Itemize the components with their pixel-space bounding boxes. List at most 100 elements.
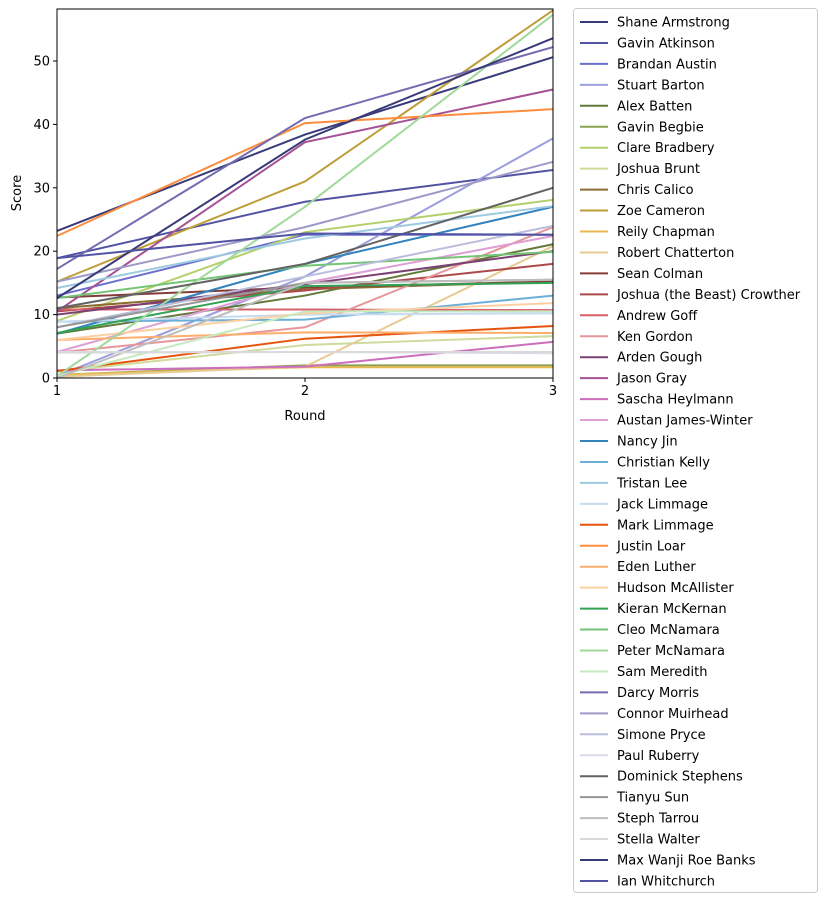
legend-item: Darcy Morris [580, 686, 699, 701]
series-line-18 [56, 340, 554, 372]
legend-item: Joshua Brunt [580, 162, 700, 177]
legend-item: Connor Muirhead [580, 707, 729, 722]
legend-label: Reily Chapman [617, 225, 715, 240]
legend-label: Zoe Cameron [617, 204, 705, 219]
legend-label: Joshua (the Beast) Crowther [616, 288, 801, 303]
series-line-38 [56, 278, 554, 379]
legend-label: Tristan Lee [616, 476, 687, 491]
legend-item: Ken Gordon [580, 330, 693, 345]
series-line-14 [57, 308, 554, 312]
legend-label: Jack Limmage [616, 497, 708, 512]
legend-label: Paul Ruberry [617, 749, 700, 764]
series-line-6 [56, 198, 554, 322]
series-line-28 [56, 281, 554, 334]
legend-label: Gavin Atkinson [617, 36, 715, 51]
legend-item: Dominick Stephens [580, 770, 743, 785]
legend-item: Hudson McAllister [580, 581, 734, 596]
legend-label: Justin Loar [616, 539, 686, 554]
legend-label: Clare Bradbery [617, 141, 715, 156]
series-line-40 [56, 37, 554, 299]
legend-item: Stuart Barton [580, 78, 705, 93]
y-tick-label: 0 [42, 372, 50, 387]
legend-label: Christian Kelly [617, 455, 710, 470]
y-tick-label: 10 [33, 308, 50, 323]
legend-item: Mark Limmage [580, 518, 714, 533]
series-line-39 [56, 351, 553, 354]
series-line-0 [56, 56, 554, 232]
legend-label: Brandan Austin [617, 57, 717, 72]
legend-label: Arden Gough [617, 351, 702, 366]
legend-item: Peter McNamara [580, 644, 725, 659]
series-line-17 [56, 88, 554, 313]
y-tick-label: 30 [33, 181, 50, 196]
legend-item: Chris Calico [580, 183, 694, 198]
legend-label: Austan James-Winter [617, 414, 753, 429]
legend-label: Sascha Heylmann [617, 393, 734, 408]
series-line-7 [56, 335, 554, 373]
legend-item: Austan James-Winter [580, 414, 753, 429]
x-tick-label: 1 [53, 384, 61, 399]
legend-item: Stella Walter [580, 833, 700, 848]
legend-label: Hudson McAllister [617, 581, 734, 596]
legend-label: Andrew Goff [617, 309, 698, 324]
legend-item: Brandan Austin [580, 57, 717, 72]
legend-item: Tristan Lee [580, 476, 687, 491]
legend-item: Simone Pryce [580, 728, 706, 743]
legend-item: Sam Meredith [580, 665, 708, 680]
series-line-25 [56, 108, 554, 237]
legend-label: Cleo McNamara [617, 623, 720, 638]
y-tick-label: 20 [33, 245, 50, 260]
legend-label: Joshua Brunt [616, 162, 700, 177]
series-line-26 [56, 331, 554, 341]
x-tick-label: 2 [301, 384, 309, 399]
series-line-29 [56, 250, 554, 300]
legend-item: Max Wanji Roe Banks [580, 854, 756, 869]
legend-item: Shane Armstrong [580, 16, 730, 31]
legend-item: Zoe Cameron [580, 204, 705, 219]
legend-label: Ken Gordon [617, 330, 693, 345]
legend-label: Chris Calico [617, 183, 694, 198]
series-line-9 [56, 9, 554, 283]
legend-label: Sean Colman [617, 267, 703, 282]
legend-item: Robert Chatterton [580, 246, 734, 261]
legend-item: Clare Bradbery [580, 141, 715, 156]
legend-label: Peter McNamara [617, 644, 725, 659]
series-line-22 [56, 205, 554, 289]
legend-item: Steph Tarrou [580, 812, 699, 827]
legend-item: Reily Chapman [580, 225, 715, 240]
legend-label: Tianyu Sun [616, 791, 689, 806]
legend: Shane Armstrong Gavin Atkinson Brandan Aus… [573, 8, 818, 893]
series-line-31 [56, 310, 553, 378]
legend-item: Sascha Heylmann [580, 393, 734, 408]
legend-label: Dominick Stephens [617, 770, 743, 785]
legend-label: Simone Pryce [617, 728, 706, 743]
legend-item: Paul Ruberry [580, 749, 700, 764]
series-line-15 [56, 226, 554, 354]
series-line-36 [56, 186, 554, 310]
legend-label: Kieran McKernan [617, 602, 727, 617]
legend-item: Gavin Begbie [580, 120, 704, 135]
legend-item: Justin Loar [580, 539, 686, 554]
series-line-34 [56, 224, 554, 329]
legend-item: Cleo McNamara [580, 623, 720, 638]
legend-item: Eden Luther [580, 560, 696, 575]
x-axis-label: Round [284, 409, 325, 424]
legend-label: Jason Gray [616, 372, 687, 387]
series-line-27 [56, 302, 554, 341]
legend-item: Alex Batten [580, 99, 692, 114]
legend-item: Joshua (the Beast) Crowther [580, 288, 801, 303]
y-tick-label: 40 [33, 118, 50, 133]
legend-label: Shane Armstrong [617, 16, 730, 31]
y-axis: 0 10 20 30 40 50 [33, 54, 57, 387]
series-line-33 [56, 160, 554, 283]
legend-label: Sam Meredith [617, 665, 708, 680]
legend-label: Connor Muirhead [617, 707, 729, 722]
legend-label: Stella Walter [617, 833, 700, 848]
legend-label: Robert Chatterton [617, 246, 734, 261]
legend-label: Eden Luther [617, 560, 696, 575]
y-axis-label: Score [10, 175, 25, 211]
legend-item: Ian Whitchurch [580, 874, 715, 889]
legend-label: Ian Whitchurch [617, 874, 715, 889]
series-line-30 [56, 13, 554, 377]
x-tick-label: 3 [549, 384, 557, 399]
